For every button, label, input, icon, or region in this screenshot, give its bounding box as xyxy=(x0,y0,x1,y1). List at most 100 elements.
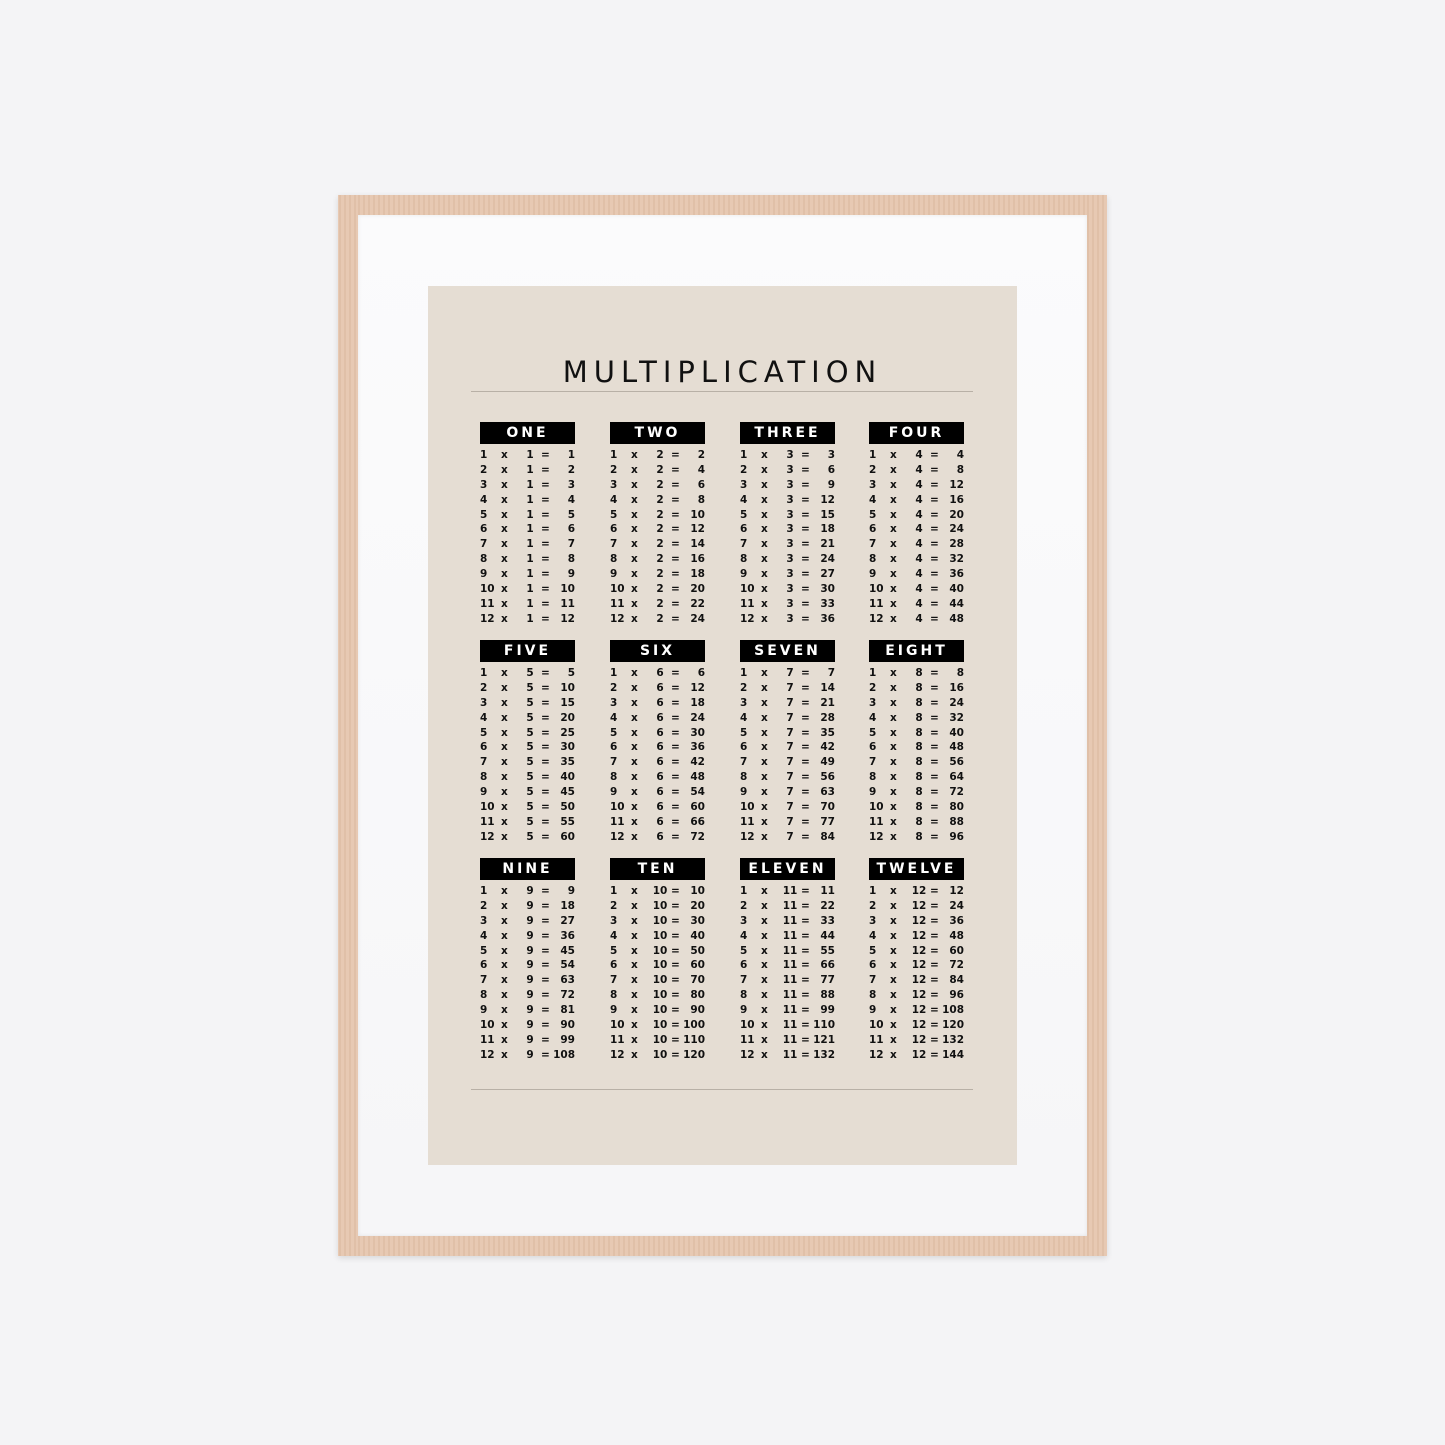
product: 72 xyxy=(949,959,964,972)
factor: 3 xyxy=(740,696,748,709)
product: 12 xyxy=(949,478,964,491)
bottom-divider xyxy=(471,1089,973,1090)
factor: 7 xyxy=(740,756,748,769)
equals-sign: = xyxy=(541,523,550,536)
times-sign: x xyxy=(631,914,638,927)
times-sign: x xyxy=(890,696,897,709)
times-sign: x xyxy=(631,478,638,491)
table-row: 5 x 10 = 50 xyxy=(610,944,705,959)
multiplier: 1 xyxy=(526,449,534,461)
product: 11 xyxy=(560,597,575,610)
product: 24 xyxy=(949,523,964,536)
times-sign: x xyxy=(501,741,508,754)
product: 90 xyxy=(560,1019,575,1032)
multiplier: 4 xyxy=(915,493,923,506)
product: 48 xyxy=(949,612,964,625)
multiplier: 3 xyxy=(786,508,794,521)
product: 63 xyxy=(820,786,835,799)
factor: 2 xyxy=(740,899,748,912)
equals-sign: = xyxy=(930,914,939,927)
equals-sign: = xyxy=(801,568,810,581)
product: 6 xyxy=(697,667,705,679)
equals-sign: = xyxy=(671,726,680,739)
equals-sign: = xyxy=(671,959,680,972)
equals-sign: = xyxy=(801,696,810,709)
multiplier: 9 xyxy=(526,1033,534,1046)
multiplier: 12 xyxy=(911,1019,927,1032)
equals-sign: = xyxy=(541,493,550,506)
times-sign: x xyxy=(761,508,768,521)
table-row: 1 x 4 = 4 xyxy=(869,448,964,463)
multiplier: 4 xyxy=(915,583,923,596)
times-sign: x xyxy=(501,508,508,521)
table-row: 7 x 1 = 7 xyxy=(480,537,575,552)
equals-sign: = xyxy=(671,914,680,927)
multiplier: 8 xyxy=(915,786,923,799)
table-header: TWELVE xyxy=(869,858,964,880)
multiplier: 7 xyxy=(786,786,794,799)
factor: 11 xyxy=(869,1033,884,1046)
product: 36 xyxy=(949,914,964,927)
times-sign: x xyxy=(631,959,638,972)
table-header: THREE xyxy=(740,422,835,444)
equals-sign: = xyxy=(541,885,550,897)
table-row: 5 x 5 = 25 xyxy=(480,726,575,741)
times-sign: x xyxy=(631,696,638,709)
equals-sign: = xyxy=(930,696,939,709)
product: 21 xyxy=(820,538,835,551)
product: 3 xyxy=(827,449,835,461)
table-three: THREE 1 x 3 = 3 2 x 3 = 6 3 x 3 = 9 4 x 3 = 12 5 x 3 = 15 6 x 3 = 18 7 x… xyxy=(740,422,835,627)
multiplier: 9 xyxy=(526,914,534,927)
equals-sign: = xyxy=(801,583,810,596)
product: 72 xyxy=(949,786,964,799)
factor: 4 xyxy=(480,711,488,724)
equals-sign: = xyxy=(671,929,680,942)
multiplier: 2 xyxy=(656,523,664,536)
product: 108 xyxy=(553,1048,575,1061)
table-twelve: TWELVE 1 x 12 = 12 2 x 12 = 24 3 x 12 = 36 4 x 12 = 48 5 x 12 = 6… xyxy=(869,858,964,1063)
table-row: 8 x 1 = 8 xyxy=(480,552,575,567)
equals-sign: = xyxy=(930,741,939,754)
equals-sign: = xyxy=(671,508,680,521)
multiplier: 5 xyxy=(526,726,534,739)
table-one: ONE 1 x 1 = 1 2 x 1 = 2 3 x 1 = 3 4 x 1 = 4 5 x 1 = 5 6 x 1 = 6 7 x 1 = 7 8 x… xyxy=(480,422,575,627)
equals-sign: = xyxy=(541,508,550,521)
table-row: 12 x 2 = 24 xyxy=(610,612,705,627)
multiplier: 11 xyxy=(782,974,798,987)
factor: 6 xyxy=(610,741,618,754)
table-row: 3 x 2 = 6 xyxy=(610,478,705,493)
times-sign: x xyxy=(501,538,508,551)
times-sign: x xyxy=(761,493,768,506)
equals-sign: = xyxy=(930,711,939,724)
table-row: 6 x 12 = 72 xyxy=(869,958,964,973)
times-sign: x xyxy=(631,944,638,957)
factor: 7 xyxy=(869,756,877,769)
multiplier: 3 xyxy=(786,478,794,491)
product: 35 xyxy=(560,756,575,769)
product: 28 xyxy=(820,711,835,724)
times-sign: x xyxy=(631,726,638,739)
product: 3 xyxy=(567,478,575,491)
multiplier: 2 xyxy=(656,568,664,581)
equals-sign: = xyxy=(541,1019,550,1032)
product: 8 xyxy=(956,463,964,476)
product: 30 xyxy=(820,583,835,596)
table-row: 6 x 9 = 54 xyxy=(480,958,575,973)
table-row: 11 x 7 = 77 xyxy=(740,815,835,830)
table-row: 9 x 4 = 36 xyxy=(869,567,964,582)
times-sign: x xyxy=(761,929,768,942)
times-sign: x xyxy=(761,1033,768,1046)
multiplier: 9 xyxy=(526,1019,534,1032)
equals-sign: = xyxy=(930,568,939,581)
table-row: 11 x 3 = 33 xyxy=(740,597,835,612)
product: 14 xyxy=(690,538,705,551)
factor: 8 xyxy=(610,553,618,566)
factor: 3 xyxy=(480,696,488,709)
equals-sign: = xyxy=(801,815,810,828)
multiplier: 4 xyxy=(915,568,923,581)
product: 4 xyxy=(697,463,705,476)
multiplier: 5 xyxy=(526,741,534,754)
multiplier: 10 xyxy=(652,1004,668,1017)
multiplier: 2 xyxy=(656,449,664,461)
factor: 9 xyxy=(740,1004,748,1017)
